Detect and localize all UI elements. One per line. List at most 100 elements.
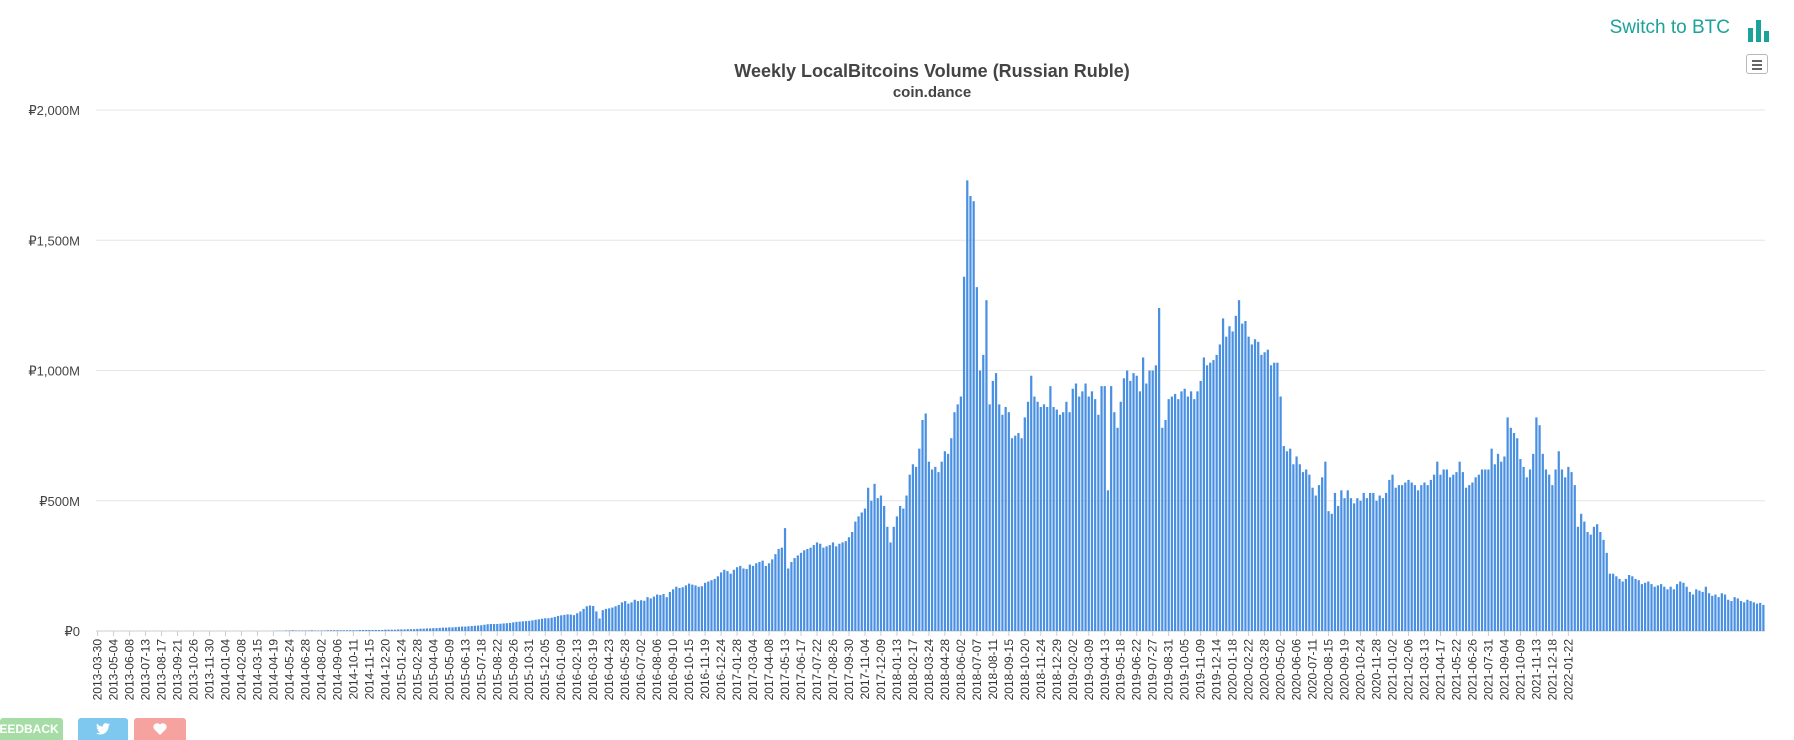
- bar[interactable]: [902, 509, 904, 631]
- bar[interactable]: [1359, 501, 1361, 631]
- bar[interactable]: [496, 624, 498, 631]
- bar[interactable]: [1618, 579, 1620, 631]
- bar[interactable]: [966, 180, 968, 631]
- bar[interactable]: [378, 630, 380, 631]
- bar[interactable]: [1299, 464, 1301, 631]
- bar[interactable]: [787, 568, 789, 631]
- bar[interactable]: [742, 568, 744, 631]
- bar[interactable]: [586, 606, 588, 631]
- bar[interactable]: [509, 623, 511, 631]
- bar[interactable]: [1615, 576, 1617, 631]
- bar[interactable]: [915, 467, 917, 631]
- bar[interactable]: [391, 630, 393, 631]
- bar[interactable]: [1561, 469, 1563, 631]
- bar[interactable]: [1724, 595, 1726, 631]
- bar[interactable]: [1542, 454, 1544, 631]
- bar[interactable]: [1286, 451, 1288, 631]
- bar[interactable]: [1663, 587, 1665, 631]
- bar[interactable]: [1340, 490, 1342, 631]
- bar[interactable]: [672, 589, 674, 631]
- bar[interactable]: [1193, 399, 1195, 631]
- bar[interactable]: [1487, 469, 1489, 631]
- bar[interactable]: [1100, 386, 1102, 631]
- bar[interactable]: [439, 628, 441, 631]
- heart-button[interactable]: [134, 718, 186, 740]
- bar[interactable]: [1318, 485, 1320, 631]
- bar[interactable]: [605, 609, 607, 631]
- bar[interactable]: [1596, 524, 1598, 631]
- bar[interactable]: [403, 629, 405, 631]
- bar[interactable]: [771, 559, 773, 631]
- bar[interactable]: [582, 609, 584, 631]
- bar[interactable]: [480, 625, 482, 631]
- bar[interactable]: [1714, 595, 1716, 631]
- bar[interactable]: [493, 624, 495, 631]
- bar[interactable]: [1753, 602, 1755, 631]
- bar[interactable]: [1369, 493, 1371, 631]
- bar[interactable]: [752, 566, 754, 631]
- bar[interactable]: [1478, 475, 1480, 631]
- bar[interactable]: [573, 615, 575, 631]
- bar[interactable]: [870, 501, 872, 631]
- bar[interactable]: [797, 555, 799, 631]
- bar[interactable]: [944, 451, 946, 631]
- bar[interactable]: [1289, 449, 1291, 631]
- bar[interactable]: [566, 614, 568, 631]
- bar[interactable]: [490, 624, 492, 631]
- bar[interactable]: [410, 629, 412, 631]
- bar[interactable]: [733, 570, 735, 631]
- bar[interactable]: [1065, 402, 1067, 631]
- bar[interactable]: [1398, 485, 1400, 631]
- bar[interactable]: [1331, 514, 1333, 631]
- bar[interactable]: [723, 570, 725, 631]
- bar[interactable]: [451, 627, 453, 631]
- bar[interactable]: [1510, 428, 1512, 631]
- bar[interactable]: [1206, 365, 1208, 631]
- bar[interactable]: [1647, 582, 1649, 632]
- bar[interactable]: [448, 627, 450, 631]
- bar[interactable]: [1021, 438, 1023, 631]
- bar[interactable]: [483, 625, 485, 631]
- bar[interactable]: [563, 615, 565, 631]
- bar[interactable]: [1295, 456, 1297, 631]
- bar[interactable]: [506, 623, 508, 631]
- bar[interactable]: [1545, 469, 1547, 631]
- bar[interactable]: [429, 628, 431, 631]
- bar[interactable]: [1644, 583, 1646, 631]
- bar[interactable]: [682, 587, 684, 631]
- bar[interactable]: [969, 196, 971, 631]
- bar[interactable]: [576, 613, 578, 631]
- bar[interactable]: [653, 597, 655, 631]
- bar[interactable]: [937, 472, 939, 631]
- bar[interactable]: [531, 620, 533, 631]
- bar[interactable]: [854, 522, 856, 631]
- bar[interactable]: [781, 548, 783, 631]
- bar[interactable]: [829, 545, 831, 631]
- bar[interactable]: [1654, 587, 1656, 631]
- bar[interactable]: [368, 630, 370, 631]
- bar[interactable]: [1068, 412, 1070, 631]
- bar[interactable]: [1628, 575, 1630, 631]
- bar[interactable]: [1404, 483, 1406, 631]
- bar[interactable]: [375, 630, 377, 631]
- bar[interactable]: [1228, 326, 1230, 631]
- bar[interactable]: [314, 630, 316, 631]
- bar[interactable]: [413, 629, 415, 631]
- bar[interactable]: [1756, 604, 1758, 631]
- bar[interactable]: [442, 628, 444, 631]
- bar[interactable]: [1570, 472, 1572, 631]
- bar[interactable]: [1116, 428, 1118, 631]
- bar[interactable]: [1391, 475, 1393, 631]
- bar[interactable]: [736, 567, 738, 631]
- bar[interactable]: [1043, 404, 1045, 631]
- bar[interactable]: [1046, 407, 1048, 631]
- bar[interactable]: [343, 630, 345, 631]
- bar[interactable]: [1743, 602, 1745, 631]
- bar[interactable]: [387, 630, 389, 631]
- bar[interactable]: [1612, 574, 1614, 631]
- bar[interactable]: [1267, 350, 1269, 631]
- bar[interactable]: [1062, 412, 1064, 631]
- bar[interactable]: [1155, 365, 1157, 631]
- bar[interactable]: [1171, 397, 1173, 631]
- bar[interactable]: [998, 404, 1000, 631]
